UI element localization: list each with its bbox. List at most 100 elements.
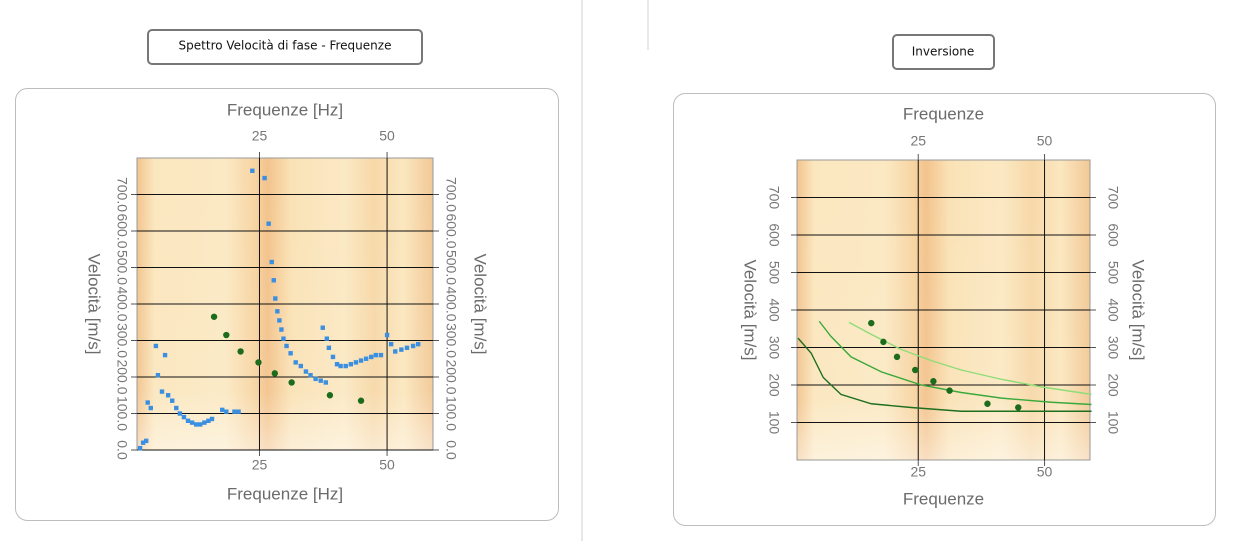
point (232, 409, 236, 413)
point (344, 364, 348, 368)
y-tick-label: 300 (1105, 336, 1121, 360)
point (288, 351, 292, 355)
x-tick-label: 25 (910, 464, 926, 480)
x-tick-label: 25 (252, 128, 268, 144)
y-tick-label: 200 (1105, 373, 1121, 397)
y-tick-label: 500 (766, 261, 782, 285)
y-tick-label: 200.0 (114, 359, 130, 394)
screen: Spettro Velocità di fase - Frequenze Inv… (0, 0, 1235, 541)
point (399, 347, 403, 351)
x-axis-title: Frequenze [Hz] (227, 100, 343, 119)
button[interactable]: Spettro Velocità di fase - Frequenze (148, 30, 422, 64)
point (266, 222, 270, 226)
y-axis-title: Velocità [m/s] (471, 253, 490, 354)
y-tick-label: 0.0 (443, 440, 459, 460)
point (304, 369, 308, 373)
point (279, 327, 283, 331)
y-axis-title: Velocità [m/s] (85, 253, 104, 354)
point (170, 399, 174, 403)
point (149, 406, 153, 410)
y-tick-label: 500.0 (443, 250, 459, 285)
point (211, 314, 217, 320)
point (338, 364, 342, 368)
y-axis-title: Velocità [m/s] (1129, 259, 1148, 360)
point (389, 342, 393, 346)
point (984, 401, 990, 407)
point (385, 333, 389, 337)
y-tick-label: 200.0 (443, 359, 459, 394)
y-tick-label: 100 (1105, 411, 1121, 435)
x-tick-label: 50 (1037, 464, 1053, 480)
point (275, 309, 279, 313)
x-tick-label: 50 (379, 457, 395, 473)
point (416, 342, 420, 346)
y-tick-label: 300.0 (114, 323, 130, 358)
point (946, 387, 952, 393)
y-tick-label: 300 (766, 336, 782, 360)
point (411, 344, 415, 348)
point (284, 344, 288, 348)
point (255, 359, 261, 365)
point (393, 349, 397, 353)
y-tick-label: 400.0 (114, 286, 130, 321)
point (237, 348, 243, 354)
point (325, 336, 329, 340)
point (313, 377, 317, 381)
point (156, 373, 160, 377)
y-tick-label: 400.0 (443, 286, 459, 321)
point (321, 326, 325, 330)
point (405, 346, 409, 350)
point (166, 393, 170, 397)
point (190, 420, 194, 424)
point (327, 392, 333, 398)
point (194, 422, 198, 426)
point (223, 332, 229, 338)
button[interactable]: Inversione (893, 35, 994, 69)
point (1015, 404, 1021, 410)
y-tick-label: 600.0 (114, 213, 130, 248)
point (220, 408, 224, 412)
point (174, 406, 178, 410)
point (178, 411, 182, 415)
point (146, 400, 150, 404)
point (210, 417, 214, 421)
x-tick-label: 25 (252, 457, 268, 473)
point (138, 446, 142, 450)
point (374, 353, 378, 357)
x-axis-title: Frequenze [Hz] (227, 484, 343, 503)
point (868, 320, 874, 326)
point (224, 409, 228, 413)
point (912, 367, 918, 373)
point (369, 355, 373, 359)
point (327, 346, 331, 350)
point (359, 358, 363, 362)
point (273, 296, 277, 300)
point (319, 378, 323, 382)
point (294, 360, 298, 364)
point (236, 409, 240, 413)
point (364, 357, 368, 361)
point (354, 360, 358, 364)
y-tick-label: 0.0 (114, 440, 130, 460)
y-tick-label: 500.0 (114, 250, 130, 285)
point (198, 422, 202, 426)
x-axis-title: Frequenze (903, 489, 984, 508)
y-tick-label: 100.0 (114, 396, 130, 431)
y-tick-label: 600.0 (443, 213, 459, 248)
point (186, 419, 190, 423)
button-label[interactable]: Inversione (912, 45, 974, 59)
point (182, 415, 186, 419)
y-tick-label: 200 (766, 373, 782, 397)
point (358, 398, 364, 404)
point (930, 378, 936, 384)
y-tick-label: 400 (1105, 298, 1121, 322)
point (277, 318, 281, 322)
point (163, 353, 167, 357)
point (308, 373, 312, 377)
button-label[interactable]: Spettro Velocità di fase - Frequenze (179, 39, 392, 53)
x-axis-title: Frequenze (903, 104, 984, 123)
y-tick-label: 600 (1105, 223, 1121, 247)
point (331, 355, 335, 359)
x-tick-label: 50 (1037, 133, 1053, 149)
y-tick-label: 700.0 (114, 177, 130, 212)
